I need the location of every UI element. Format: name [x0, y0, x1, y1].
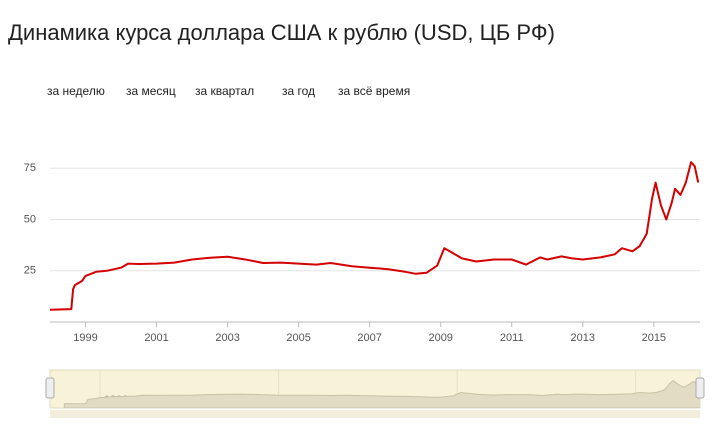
- x-tick-label: 2001: [144, 332, 168, 344]
- navigator-handle[interactable]: [695, 377, 705, 399]
- x-tick-label: 2013: [571, 332, 595, 344]
- period-tab[interactable]: за год: [282, 84, 315, 98]
- plot: 25 50 75 1999 2001 2003 2005 2007 2009 2011 2013 20…: [24, 161, 700, 344]
- chart-title: Динамика курса доллара США к рублю (USD,…: [8, 20, 555, 45]
- x-tick-label: 2007: [357, 332, 381, 344]
- period-tab[interactable]: за неделю: [47, 84, 105, 98]
- x-tick-label: 2011: [500, 332, 524, 344]
- x-tick-label: 2015: [642, 332, 666, 344]
- period-tab[interactable]: за квартал: [195, 84, 254, 98]
- y-tick-label: 75: [24, 162, 36, 174]
- period-tabs: за неделю за месяц за квартал за год за всё …: [47, 84, 410, 98]
- navigator-handle[interactable]: [45, 377, 55, 399]
- y-tick-label: 25: [24, 265, 36, 277]
- period-tab[interactable]: за всё время: [338, 84, 410, 98]
- navigator-area: [63, 379, 700, 408]
- navigator-scrollbar[interactable]: [50, 410, 700, 418]
- period-tab[interactable]: за месяц: [126, 84, 176, 98]
- navigator: 1999200420092014: [45, 369, 705, 418]
- x-tick-label: 1999: [73, 332, 97, 344]
- y-tick-label: 50: [24, 213, 36, 225]
- x-tick-label: 2005: [286, 332, 310, 344]
- x-tick-label: 2003: [215, 332, 239, 344]
- x-tick-label: 2009: [428, 332, 452, 344]
- series-line: [49, 161, 700, 311]
